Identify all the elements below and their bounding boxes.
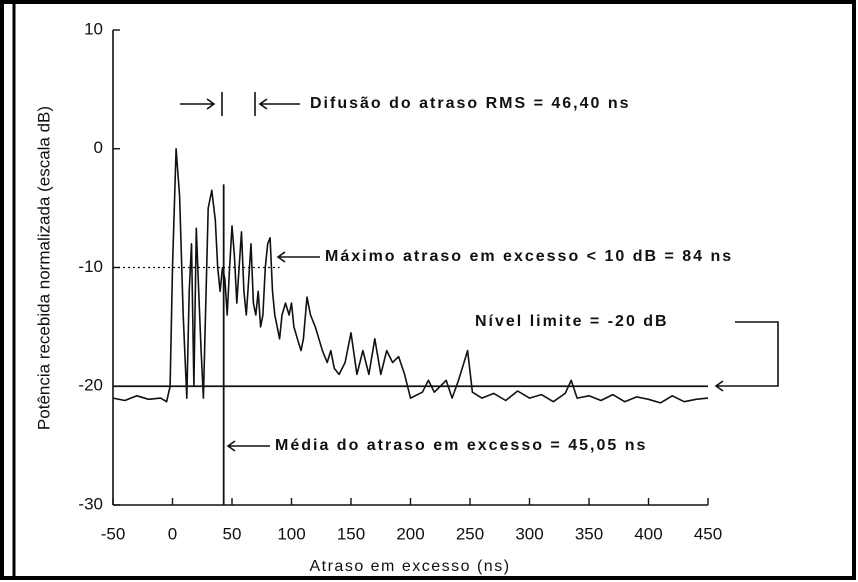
series-line bbox=[112, 148, 709, 404]
annotation: Máximo atraso em excesso < 10 dB = 84 ns bbox=[325, 248, 733, 265]
arrow bbox=[180, 98, 216, 110]
x-tick-label: 300 bbox=[515, 524, 543, 543]
arrow bbox=[226, 440, 270, 452]
x-tick-label: 250 bbox=[456, 524, 484, 543]
y-axis-label: Potência recebida normalizada (escala dB… bbox=[34, 106, 53, 430]
x-tick-label: 50 bbox=[223, 524, 242, 543]
annotation: Nível limite = -20 dB bbox=[475, 313, 669, 330]
y-tick-label: 10 bbox=[84, 19, 103, 38]
annotation: Difusão do atraso RMS = 46,40 ns bbox=[310, 95, 631, 112]
x-tick-label: 400 bbox=[634, 524, 662, 543]
arrow bbox=[276, 251, 320, 263]
rms-marker bbox=[221, 92, 256, 116]
y-tick-label: -30 bbox=[78, 494, 103, 513]
x-tick-label: 0 bbox=[168, 524, 177, 543]
x-tick-label: 200 bbox=[396, 524, 424, 543]
y-tick-label: -10 bbox=[78, 257, 103, 276]
y-tick-label: -20 bbox=[78, 376, 103, 395]
arrow bbox=[258, 98, 300, 110]
x-tick-label: -50 bbox=[101, 524, 126, 543]
arrow bbox=[714, 321, 779, 392]
x-tick-label: 350 bbox=[575, 524, 603, 543]
x-tick-label: 100 bbox=[277, 524, 305, 543]
x-tick-label: 450 bbox=[694, 524, 722, 543]
y-tick-label: 0 bbox=[94, 138, 103, 157]
x-axis-label: Atraso em excesso (ns) bbox=[309, 558, 510, 575]
x-tick-label: 150 bbox=[337, 524, 365, 543]
arrows bbox=[180, 92, 779, 452]
annotation: Média do atraso em excesso = 45,05 ns bbox=[275, 437, 647, 454]
